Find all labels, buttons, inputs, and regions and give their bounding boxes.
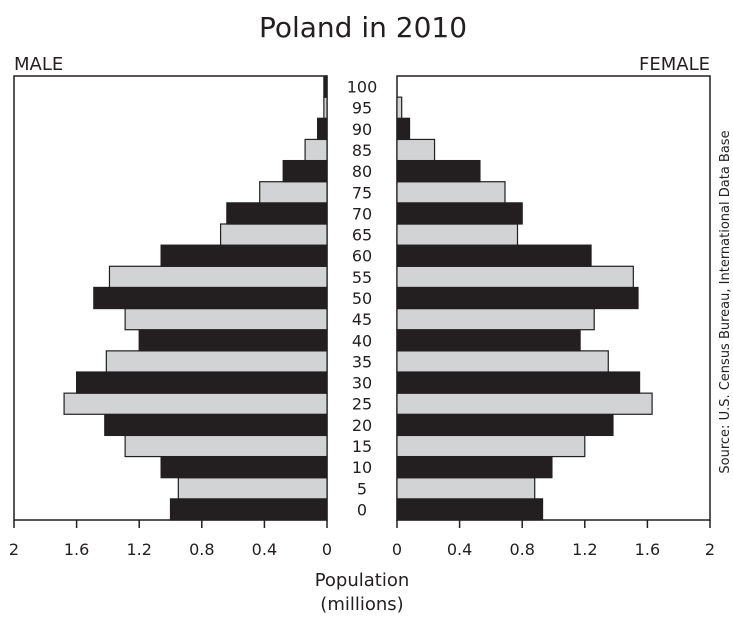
female-panel-label: FEMALE: [639, 54, 710, 75]
x-axis-label-line2: (millions): [320, 594, 403, 615]
male-bar-age-90: [317, 117, 328, 141]
age-label-65: 65: [352, 226, 372, 245]
age-label-35: 35: [352, 352, 372, 371]
male-bar-age-75: [259, 181, 328, 204]
male-bars-group: [63, 75, 328, 521]
female-bar-age-75: [396, 181, 506, 204]
male-bar-age-60: [160, 244, 328, 267]
male-bar-age-0: [169, 498, 328, 521]
male-x-tick-label-5: 0: [322, 540, 332, 559]
male-bar-age-10: [160, 455, 328, 479]
female-bar-age-85: [396, 138, 436, 162]
female-bar-age-80: [396, 159, 481, 183]
male-bar-age-70: [226, 202, 328, 225]
male-x-axis-ticks: 2 1.6 1.2 0.8 0.4 0: [9, 520, 332, 559]
chart-title: Poland in 2010: [259, 11, 467, 44]
age-label-10: 10: [352, 458, 372, 477]
female-bar-age-65: [396, 223, 519, 246]
age-label-40: 40: [352, 331, 372, 350]
female-bar-age-90: [396, 117, 411, 141]
age-label-60: 60: [352, 247, 372, 266]
female-x-tick-label-5: 2: [705, 540, 715, 559]
male-x-tick-label-2: 1.2: [126, 540, 151, 559]
male-x-tick-label-4: 0.4: [252, 540, 277, 559]
male-bar-age-85: [304, 138, 328, 162]
female-bar-age-20: [396, 413, 614, 437]
age-label-25: 25: [352, 395, 372, 414]
male-bar-age-40: [138, 329, 328, 352]
male-bar-age-50: [93, 286, 328, 310]
age-label-5: 5: [357, 479, 367, 498]
age-label-15: 15: [352, 437, 372, 456]
age-label-20: 20: [352, 416, 372, 435]
female-bar-age-45: [396, 307, 595, 331]
female-bar-age-35: [396, 350, 609, 373]
male-bar-age-30: [75, 371, 328, 394]
male-bar-age-80: [282, 159, 328, 183]
female-bar-age-70: [396, 202, 523, 225]
female-x-tick-label-0: 0: [392, 540, 402, 559]
female-x-axis-ticks: 0 0.4 0.8 1.2 1.6 2: [392, 520, 715, 559]
female-bar-age-5: [396, 477, 536, 500]
male-bar-age-55: [108, 265, 328, 289]
female-bar-age-25: [396, 392, 653, 415]
male-bar-age-25: [63, 392, 328, 415]
x-axis-label-line1: Population: [315, 570, 410, 591]
male-bar-age-5: [177, 477, 328, 500]
age-label-85: 85: [352, 141, 372, 160]
female-bar-age-55: [396, 265, 634, 289]
male-x-tick-label-3: 0.8: [189, 540, 214, 559]
female-bars-group: [396, 96, 653, 521]
male-bar-age-65: [219, 223, 328, 246]
age-label-0: 0: [357, 500, 367, 519]
female-x-tick-label-2: 0.8: [509, 540, 534, 559]
female-bar-age-30: [396, 371, 641, 394]
age-labels-group: 0 5 10 15 20 25 30 35 40 45 50 55 60 65 70 75 80 85 90 95 10…: [347, 78, 378, 520]
male-panel-label: MALE: [14, 54, 63, 75]
female-x-tick-label-4: 1.6: [635, 540, 660, 559]
age-label-30: 30: [352, 374, 372, 393]
source-note: Source: U.S. Census Bureau, Internationa…: [718, 130, 733, 473]
female-bar-age-40: [396, 329, 581, 352]
female-bar-age-95: [396, 96, 403, 119]
age-label-55: 55: [352, 268, 372, 287]
female-bar-age-50: [396, 286, 639, 310]
male-bar-age-15: [124, 434, 328, 458]
male-x-tick-label-1: 1.6: [64, 540, 89, 559]
male-bar-age-20: [104, 413, 328, 437]
female-bar-age-10: [396, 455, 553, 479]
age-label-90: 90: [352, 120, 372, 139]
male-x-tick-label-0: 2: [9, 540, 19, 559]
age-label-80: 80: [352, 162, 372, 181]
male-bar-age-100: [323, 75, 328, 98]
age-label-50: 50: [352, 289, 372, 308]
female-bar-age-15: [396, 434, 586, 458]
female-x-tick-label-1: 0.4: [447, 540, 472, 559]
age-label-100: 100: [347, 78, 378, 97]
male-bar-age-95: [323, 96, 328, 119]
male-bar-age-35: [105, 350, 328, 373]
age-label-45: 45: [352, 310, 372, 329]
age-label-70: 70: [352, 204, 372, 223]
male-bar-age-45: [124, 307, 328, 331]
female-bar-age-60: [396, 244, 592, 267]
age-label-75: 75: [352, 183, 372, 202]
age-label-95: 95: [352, 99, 372, 118]
female-x-tick-label-3: 1.2: [572, 540, 597, 559]
female-bar-age-0: [396, 498, 544, 521]
